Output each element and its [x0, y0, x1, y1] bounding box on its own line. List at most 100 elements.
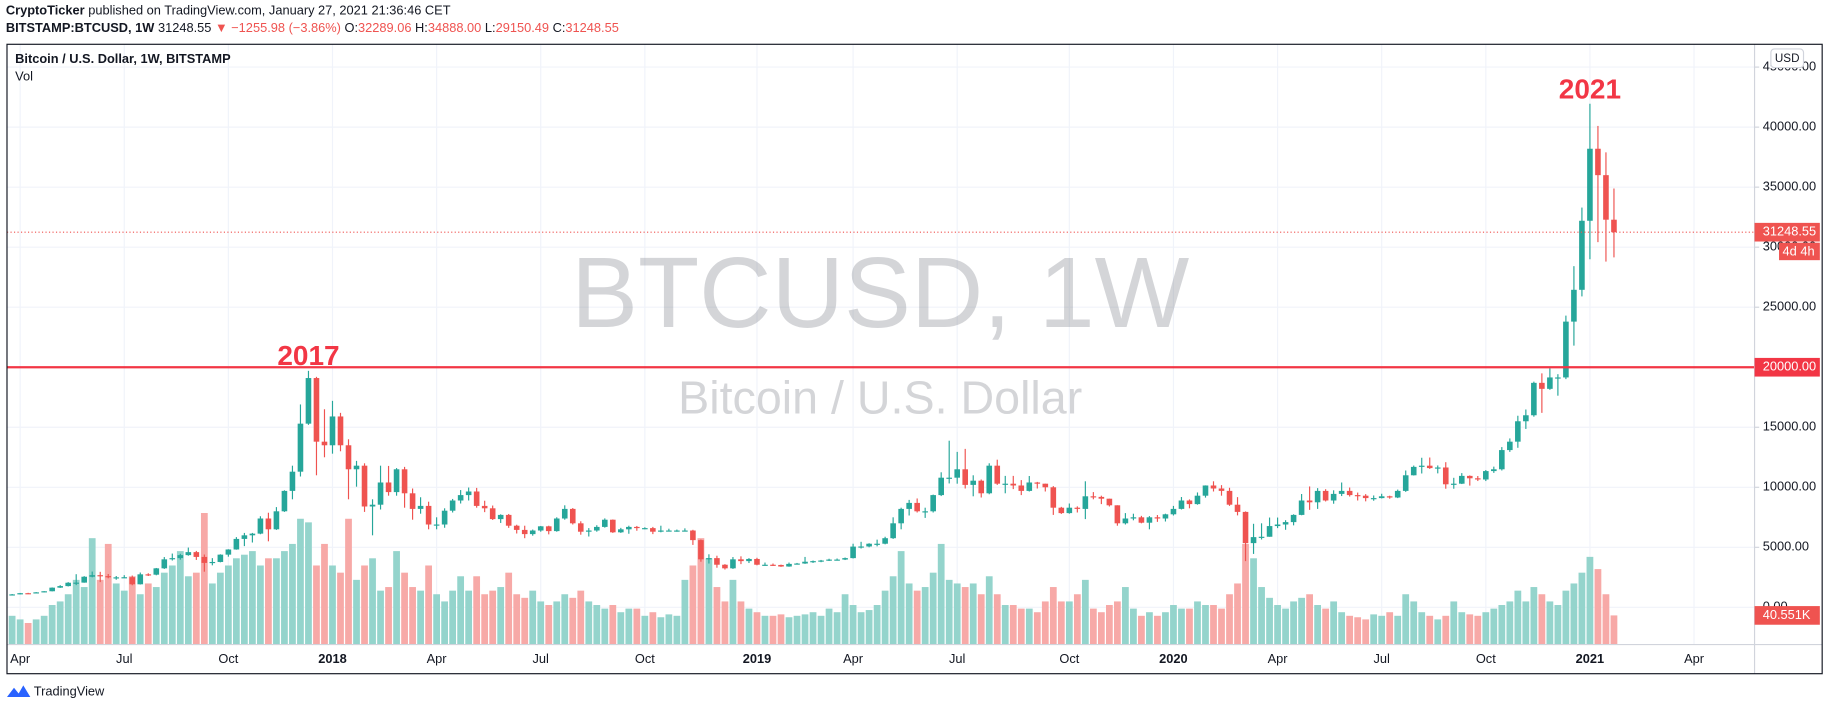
- volume-bar: [569, 597, 577, 645]
- volume-bar: [969, 583, 977, 645]
- candle-body: [762, 564, 768, 566]
- volume-bar: [1378, 615, 1386, 645]
- volume-bar: [1049, 587, 1057, 645]
- volume-bar: [8, 615, 16, 645]
- candle-body: [1002, 483, 1009, 485]
- x-tick-label: Jul: [1373, 651, 1389, 666]
- volume-bar: [72, 579, 80, 645]
- volume-bar: [481, 594, 489, 645]
- candle-body: [946, 477, 952, 479]
- candle-body: [1306, 500, 1313, 503]
- y-tick-label: 25000.00: [1763, 299, 1816, 314]
- currency[interactable]: USD: [1775, 52, 1800, 65]
- volume-bar: [1218, 608, 1225, 645]
- candle-body: [930, 495, 936, 512]
- candle-body: [1402, 475, 1409, 491]
- candle-body: [385, 482, 392, 493]
- volume-bar: [1490, 608, 1498, 645]
- candle-body: [1146, 517, 1153, 523]
- candle-body: [217, 554, 224, 562]
- volume-bar: [417, 590, 424, 645]
- candle-body: [497, 514, 504, 520]
- candle-body: [922, 511, 928, 513]
- candle-body: [193, 552, 200, 557]
- candle-body: [313, 378, 320, 442]
- candle-body: [978, 480, 985, 494]
- candle-body: [585, 530, 592, 532]
- volume-bar: [273, 558, 280, 645]
- candle-body: [529, 530, 536, 535]
- candle-body: [457, 495, 464, 501]
- y-tick-label: 40000.00: [1763, 119, 1816, 134]
- candle-body: [1010, 483, 1017, 486]
- candle-body: [1170, 508, 1177, 515]
- volume-bar: [1081, 579, 1089, 645]
- candle-body: [401, 469, 408, 494]
- candle-body: [1466, 475, 1473, 479]
- volume-bar: [625, 608, 633, 645]
- volume-bar: [1314, 605, 1321, 645]
- volume-bar: [377, 590, 384, 645]
- volume-bar: [1474, 615, 1482, 645]
- volume-bar: [1514, 590, 1522, 645]
- candle-body: [1563, 321, 1569, 378]
- currency-box[interactable]: [1770, 48, 1805, 69]
- volume-bar: [120, 590, 128, 645]
- volume-bar: [1554, 605, 1562, 645]
- volume-bar: [385, 587, 392, 645]
- candle-body: [1507, 441, 1513, 451]
- x-tick-label: 2021: [1576, 651, 1605, 666]
- candle-body: [754, 558, 760, 565]
- volume-bar: [1434, 619, 1442, 645]
- candle-body: [521, 529, 528, 535]
- volume-bar: [321, 543, 328, 645]
- candle-body: [153, 568, 160, 575]
- last-price: 31248.55: [158, 21, 211, 36]
- candle-body: [1539, 382, 1545, 389]
- x-tick-label: Jul: [533, 651, 549, 666]
- x-tick-label: 2019: [743, 651, 772, 666]
- volume-bar: [1530, 587, 1538, 645]
- candle-body: [409, 493, 416, 509]
- volume-bar: [689, 565, 697, 645]
- countdown: 4d 4h: [1783, 243, 1815, 258]
- volume-bar: [1210, 605, 1217, 645]
- volume-bar: [961, 587, 969, 645]
- volume-bar: [64, 594, 72, 645]
- volume-bar: [337, 572, 344, 645]
- candle-body: [1266, 526, 1273, 537]
- last-price-box: [1754, 222, 1820, 242]
- volume-bar: [1025, 608, 1033, 645]
- candle-body: [481, 505, 488, 509]
- candle-body: [337, 416, 344, 446]
- volume-bar: [985, 576, 993, 645]
- volume-bar: [649, 612, 657, 645]
- candle-body: [345, 445, 352, 470]
- candle-body: [1298, 500, 1305, 515]
- candle-body: [1066, 507, 1073, 514]
- candle-body: [1082, 496, 1089, 509]
- candle-body: [1547, 377, 1553, 389]
- candle-body: [449, 500, 456, 511]
- volume-bar: [1178, 608, 1185, 645]
- volume-bar: [441, 601, 448, 645]
- volume-bar: [281, 551, 288, 645]
- volume-bar: [529, 590, 537, 645]
- volume-bar: [1154, 615, 1161, 645]
- volume-bar: [176, 551, 184, 645]
- candle-body: [1250, 537, 1257, 544]
- candle-body: [1122, 518, 1129, 524]
- volume-bar: [585, 601, 593, 645]
- candle-body: [674, 530, 680, 532]
- watermark-subtitle: Bitcoin / U.S. Dollar: [678, 371, 1082, 423]
- volume-bar: [905, 583, 913, 645]
- candle-body: [1611, 219, 1617, 233]
- candle-body: [1234, 504, 1241, 512]
- candle-body: [281, 490, 288, 512]
- volume-bar: [1578, 572, 1586, 645]
- candle-body: [986, 465, 993, 494]
- volume-bar: [249, 551, 256, 645]
- last-price-label: 31248.55: [1763, 224, 1816, 239]
- candle-body: [1483, 471, 1489, 480]
